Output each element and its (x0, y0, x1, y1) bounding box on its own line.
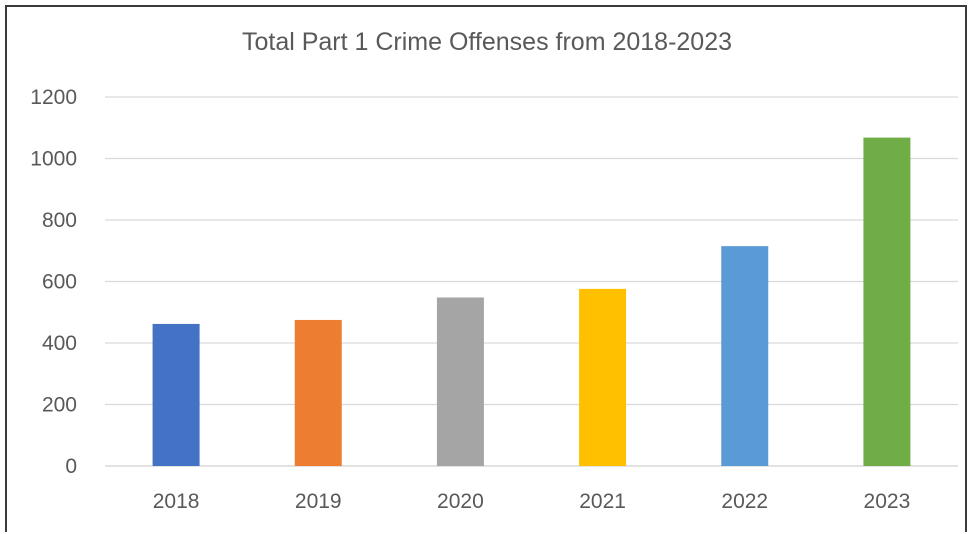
bar-2023 (863, 137, 911, 466)
x-tick-label: 2022 (721, 490, 768, 513)
y-tick-label: 600 (42, 271, 77, 294)
x-tick-label: 2020 (437, 490, 484, 513)
bar-2019 (294, 319, 342, 466)
bars (152, 137, 911, 466)
y-tick-label: 200 (42, 394, 77, 417)
y-tick-label: 800 (42, 209, 77, 232)
y-tick-label: 0 (65, 455, 77, 478)
chart-title: Total Part 1 Crime Offenses from 2018-20… (241, 28, 733, 56)
bar-2022 (721, 246, 769, 466)
y-tick-label: 1000 (30, 148, 77, 171)
y-axis-ticks: 0 200 400 600 800 1000 1200 (30, 86, 77, 478)
y-tick-label: 1200 (30, 86, 77, 109)
bar-2020 (436, 297, 484, 466)
gridlines (105, 96, 958, 467)
bar-2021 (579, 288, 627, 466)
x-tick-label: 2019 (295, 490, 342, 513)
x-tick-label: 2023 (864, 490, 911, 513)
bar-2018 (152, 323, 200, 466)
y-tick-label: 400 (42, 332, 77, 355)
x-axis-ticks: 2018 2019 2020 2021 2022 2023 (153, 490, 911, 513)
x-tick-label: 2021 (579, 490, 626, 513)
x-tick-label: 2018 (153, 490, 200, 513)
